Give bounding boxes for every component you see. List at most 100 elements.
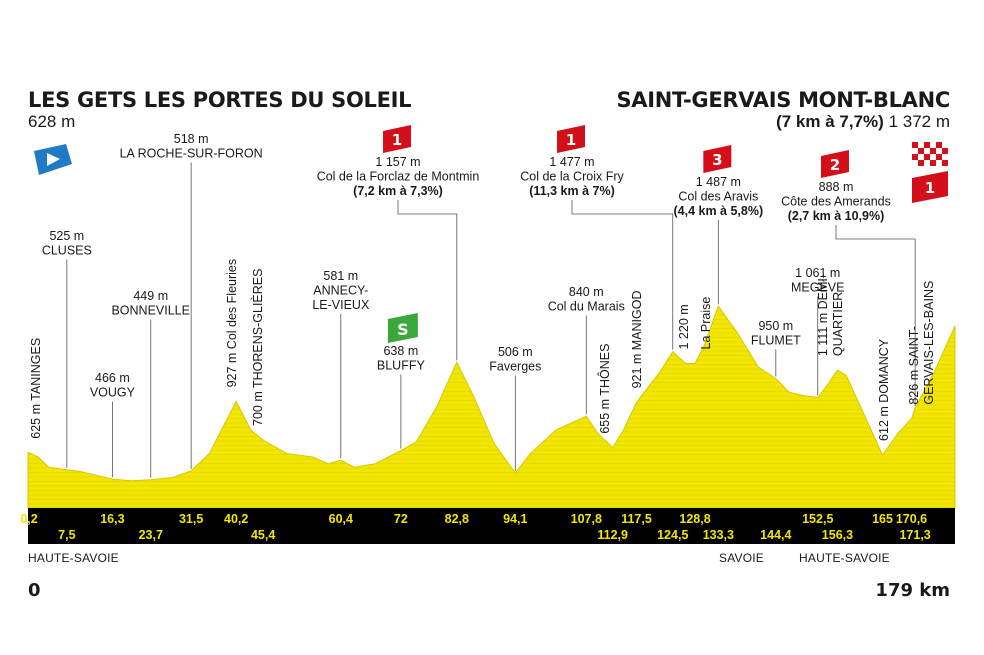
place-label: ANNECY- [313, 284, 368, 298]
climb-category-icon [383, 125, 411, 153]
place-label: VOUGY [90, 386, 136, 400]
place-label: Col de la Forclaz de Montmin [317, 170, 480, 184]
region-label-haute-savoie-2: HAUTE-SAVOIE [799, 551, 890, 565]
checker-square [942, 148, 948, 154]
place-label: 888 m [819, 180, 854, 194]
checker-square [912, 154, 918, 160]
place-label: 638 m [383, 344, 418, 358]
km-marker-top: 82,8 [445, 512, 469, 526]
place-label: 1 487 m [696, 175, 741, 189]
place-label: Côte des Amerands [781, 195, 891, 209]
km-marker-top: 165 [872, 512, 893, 526]
km-marker-bottom: 7,5 [58, 528, 75, 542]
km-marker-top: 128,8 [679, 512, 710, 526]
finish-town-title: SAINT-GERVAIS MONT-BLANC [616, 88, 950, 112]
checker-square [942, 154, 948, 160]
km-marker-top: 31,5 [179, 512, 203, 526]
place-label: BLUFFY [377, 359, 426, 373]
place-label: 581 m [323, 269, 358, 283]
checker-square [924, 142, 930, 148]
place-label: 506 m [498, 345, 533, 359]
place-label: (2,7 km à 10,9%) [788, 209, 885, 223]
km-marker-top: 16,3 [100, 512, 124, 526]
km-marker-bottom: 124,5 [657, 528, 688, 542]
km-marker-bottom: 45,4 [251, 528, 275, 542]
checker-square [930, 154, 936, 160]
km-marker-top: 107,8 [571, 512, 602, 526]
km-marker-top: 117,5 [621, 512, 652, 526]
checker-square [942, 142, 948, 148]
checker-square [936, 154, 942, 160]
vertical-place-label: 927 m Col des Fleuries [225, 259, 239, 388]
checker-square [912, 160, 918, 166]
place-label: 449 m [133, 289, 168, 303]
km-bar [28, 508, 955, 544]
place-label: Faverges [489, 360, 541, 374]
checker-square [924, 154, 930, 160]
checker-square [918, 142, 924, 148]
place-label: LA ROCHE-SUR-FORON [120, 147, 263, 161]
annotation-leader [571, 200, 674, 350]
place-label: FLUMET [751, 334, 801, 348]
checker-square [930, 148, 936, 154]
checker-square [936, 148, 942, 154]
place-label: 525 m [49, 229, 84, 243]
finish-altitude: 1 372 m [888, 112, 950, 131]
place-label: 518 m [174, 132, 209, 146]
place-label: 840 m [569, 285, 604, 299]
place-label: 1 157 m [375, 155, 420, 169]
place-label: (7,2 km à 7,3%) [353, 184, 443, 198]
km-marker-top: 60,4 [329, 512, 353, 526]
start-town-title: LES GETS LES PORTES DU SOLEIL [28, 88, 412, 112]
checker-square [924, 160, 930, 166]
checker-square [918, 148, 924, 154]
km-marker-bottom: 23,7 [139, 528, 163, 542]
vertical-place-label: 655 m THÔNES [597, 344, 612, 434]
place-label: (11,3 km à 7%) [529, 184, 614, 198]
vertical-place-label: 826 m SAINT- [907, 326, 921, 405]
vertical-place-label: 612 m DOMANCY [877, 338, 891, 441]
annotation-leader [835, 225, 916, 407]
km-marker-top: 152,5 [802, 512, 833, 526]
vertical-place-label: 625 m TANINGES [29, 338, 43, 439]
climb-category-number: 2 [830, 156, 840, 174]
sprint-icon-letter: S [397, 320, 409, 339]
km-marker-top: 40,2 [224, 512, 248, 526]
km-marker-bottom: 144,4 [760, 528, 791, 542]
place-label: CLUSES [42, 244, 92, 258]
place-label: LE-VIEUX [312, 298, 370, 312]
place-label: 1 477 m [549, 155, 594, 169]
checker-square [942, 160, 948, 166]
km-marker-bottom: 112,9 [597, 528, 628, 542]
climb-category-icon [821, 150, 849, 178]
start-altitude: 628 m [28, 112, 76, 131]
finish-checkered-icon [912, 142, 948, 166]
vertical-place-label: 921 m MANIGOD [630, 290, 644, 388]
finish-climb-stats: (7 km à 7,7%) [776, 112, 884, 131]
km-marker-top: 0,2 [20, 512, 37, 526]
km-marker-bottom: 171,3 [899, 528, 930, 542]
annotation-leader [397, 200, 458, 361]
km-marker-bottom: 133,3 [703, 528, 734, 542]
checker-square [936, 160, 942, 166]
place-label: Col de la Croix Fry [520, 170, 624, 184]
total-distance-label: 179 km [875, 580, 950, 601]
place-label: Col du Marais [548, 300, 625, 314]
checker-square [930, 160, 936, 166]
finish-climb-category-icon [912, 171, 948, 203]
finish-climb-info: (7 km à 7,7%) 1 372 m [776, 112, 950, 132]
climb-category-icon [557, 125, 585, 153]
place-label: BONNEVILLE [111, 304, 190, 318]
vertical-place-label: La Praise [699, 297, 713, 350]
vertical-place-label: QUARTIER [831, 292, 845, 356]
checker-square [912, 148, 918, 154]
climb-category-number: 1 [566, 131, 576, 149]
place-label: 466 m [95, 371, 130, 385]
place-label: 1 061 m [795, 266, 840, 280]
climb-category-icon [703, 145, 732, 173]
place-label: Col des Aravis [678, 190, 758, 204]
region-label-haute-savoie-1: HAUTE-SAVOIE [28, 551, 119, 565]
start-flag-arrow [47, 153, 60, 166]
checker-square [918, 154, 924, 160]
